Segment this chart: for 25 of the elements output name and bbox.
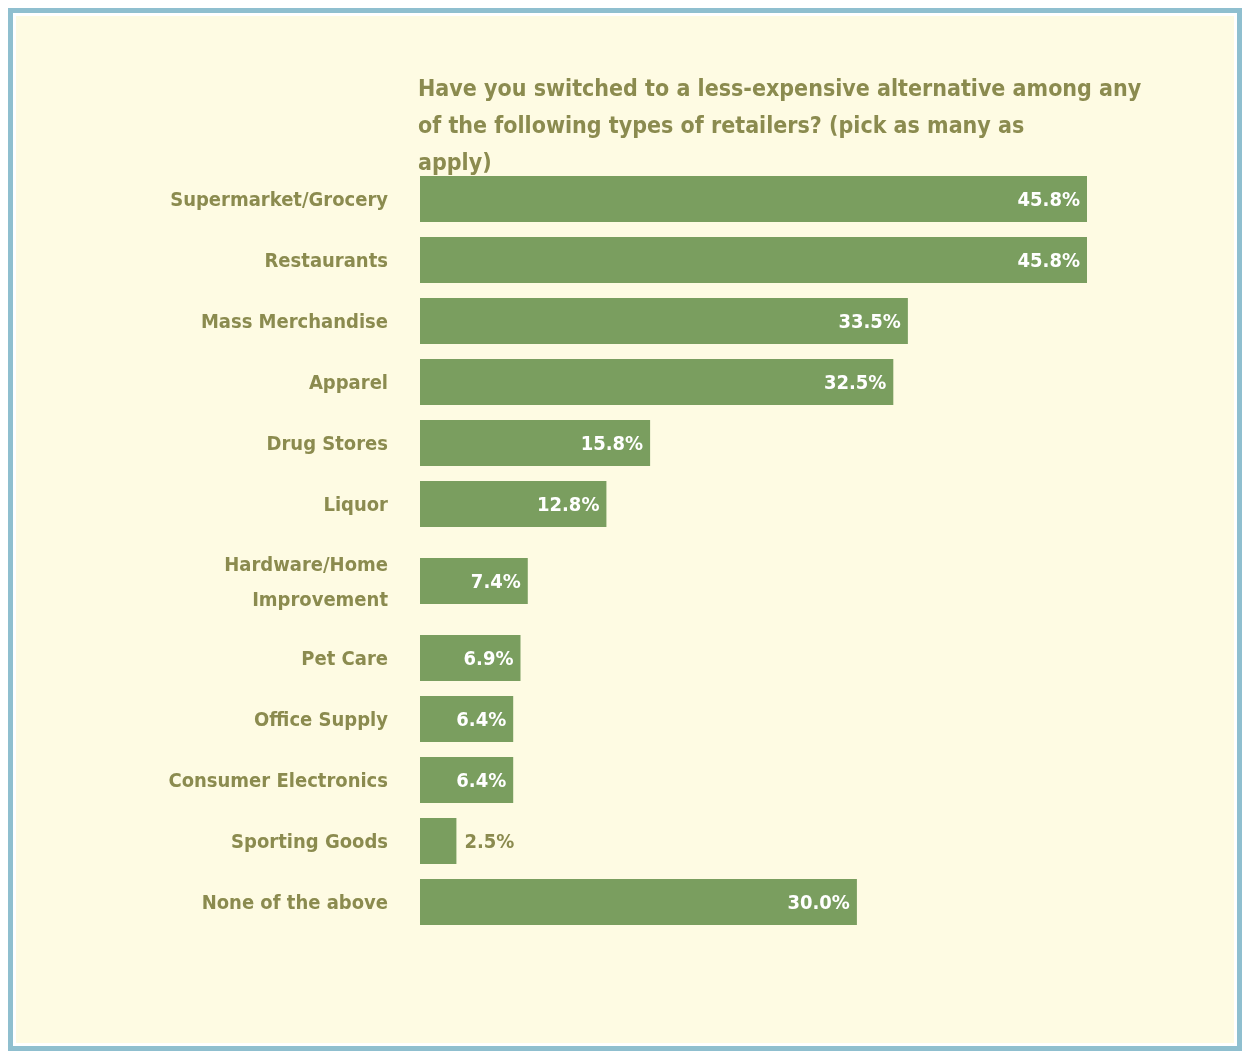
y-tick-label: Pet Care <box>301 646 388 670</box>
data-label: 33.5% <box>838 309 901 333</box>
y-tick-label: Supermarket/Grocery <box>170 187 389 211</box>
data-label: 15.8% <box>580 431 644 455</box>
y-tick-label: None of the above <box>201 890 388 914</box>
data-label: 7.4% <box>470 569 521 593</box>
y-tick-label: Drug Stores <box>266 431 388 455</box>
y-tick-label: Restaurants <box>264 248 388 272</box>
data-label: 30.0% <box>787 890 850 914</box>
data-label: 6.4% <box>456 707 507 731</box>
data-label: 32.5% <box>823 370 887 394</box>
y-tick-label: Liquor <box>323 492 389 516</box>
chart-title: Have you switched to a less-expensive alternative among any of the following types of retailers? (pick as many as apply) <box>418 75 1142 175</box>
data-label: 6.9% <box>463 646 514 670</box>
data-label: 12.8% <box>536 492 600 516</box>
data-label: 6.4% <box>456 768 507 792</box>
data-label: 2.5% <box>464 829 515 853</box>
y-tick-label: Office Supply <box>254 707 389 731</box>
y-tick-label: Mass Merchandise <box>200 309 388 333</box>
y-tick-label: Hardware/Home Improvement <box>224 551 389 611</box>
data-label: 45.8% <box>1017 248 1080 272</box>
y-tick-label: Sporting Goods <box>231 829 388 853</box>
data-label: 45.8% <box>1017 187 1080 211</box>
y-tick-label: Consumer Electronics <box>168 768 388 792</box>
y-tick-label: Apparel <box>308 370 388 394</box>
